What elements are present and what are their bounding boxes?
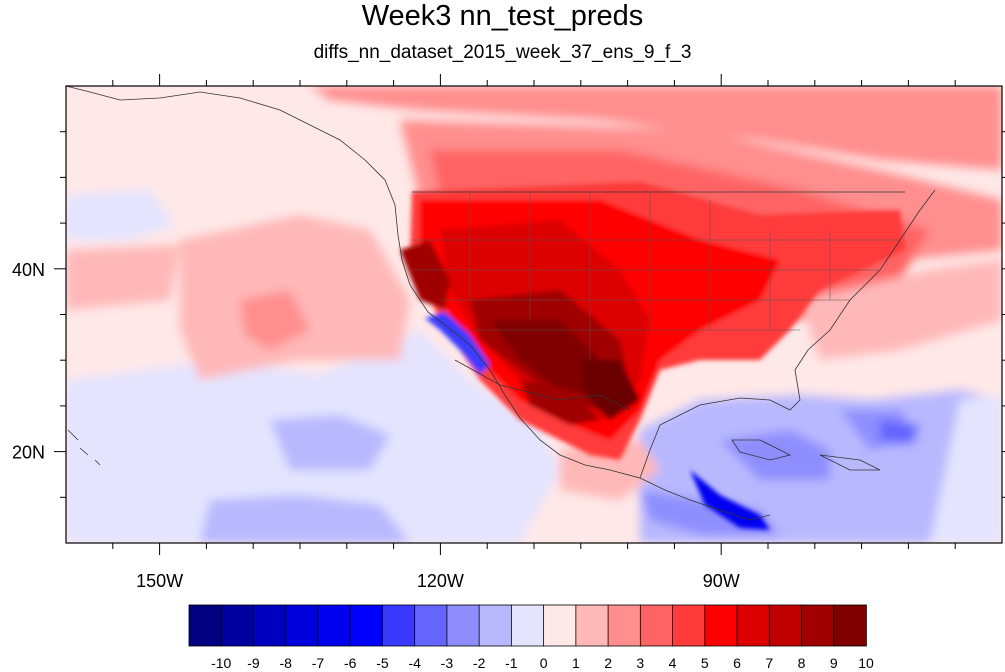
colorbar-swatch xyxy=(575,604,609,647)
colorbar-label: 7 xyxy=(765,655,773,671)
axis-ticks xyxy=(54,74,1005,555)
colorbar-swatch xyxy=(639,604,674,647)
colorbar-label: 6 xyxy=(733,655,741,671)
colorbar-label: -8 xyxy=(279,655,292,671)
colorbar-label: 0 xyxy=(540,655,548,671)
colorbar-swatch xyxy=(672,604,706,647)
coastlines xyxy=(66,86,936,521)
colorbar-label: 10 xyxy=(858,655,874,671)
colorbar-label: -1 xyxy=(505,655,518,671)
colorbar-label: -3 xyxy=(441,655,454,671)
colorbar-swatch xyxy=(736,604,771,647)
colorbar-swatch xyxy=(833,604,867,647)
state-borders xyxy=(412,192,900,360)
colorbar-swatch xyxy=(446,604,480,647)
colorbar-swatch xyxy=(607,604,642,647)
colorbar-swatch xyxy=(414,604,448,647)
colorbar-label: 5 xyxy=(701,655,709,671)
colorbar-swatch xyxy=(349,604,384,647)
colorbar-swatch xyxy=(220,604,255,647)
plot-subtitle: diffs_nn_dataset_2015_week_37_ens_9_f_3 xyxy=(313,42,692,63)
colorbar-label: 4 xyxy=(669,655,677,671)
y-tick-label: 40N xyxy=(12,260,45,280)
colorbar-label: -7 xyxy=(312,655,325,671)
colorbar-swatch xyxy=(188,604,223,647)
colorbar-swatch xyxy=(543,604,577,647)
x-tick-label: 90W xyxy=(703,571,740,591)
colorbar-label: -10 xyxy=(211,655,231,671)
colorbar-swatch xyxy=(768,604,803,647)
colorbar-label: 2 xyxy=(604,655,612,671)
axis-tick-labels: 150W 120W 90W 40N 20N xyxy=(12,260,740,591)
colorbar-label: 8 xyxy=(798,655,806,671)
colorbar-label: 1 xyxy=(572,655,580,671)
colorbar-label: -5 xyxy=(376,655,389,671)
x-tick-label: 120W xyxy=(417,571,464,591)
x-tick-label: 150W xyxy=(136,571,183,591)
plot-title: Week3 nn_test_preds xyxy=(361,0,644,32)
colorbar-swatch xyxy=(478,604,513,647)
colorbar-swatch xyxy=(510,604,545,647)
colorbar-label: -6 xyxy=(344,655,357,671)
anomaly-field xyxy=(66,86,1002,543)
colorbar-swatch xyxy=(317,604,351,647)
colorbar-label: 3 xyxy=(636,655,644,671)
colorbar-swatch xyxy=(704,604,738,647)
colorbar-label: -9 xyxy=(247,655,260,671)
y-tick-label: 20N xyxy=(12,443,45,463)
colorbar-swatch xyxy=(382,604,416,647)
colorbar-label: -4 xyxy=(408,655,421,671)
colorbar-label: -2 xyxy=(473,655,486,671)
colorbar-swatch xyxy=(801,604,835,647)
colorbar: -10 -9 -8 -7 -6 -5 -4 -3 -2 -1 0 1 2 3 4 5 6 7 8 9 10 xyxy=(188,604,874,671)
colorbar-swatch xyxy=(285,604,319,647)
colorbar-swatch xyxy=(253,604,287,647)
colorbar-label: 9 xyxy=(830,655,838,671)
